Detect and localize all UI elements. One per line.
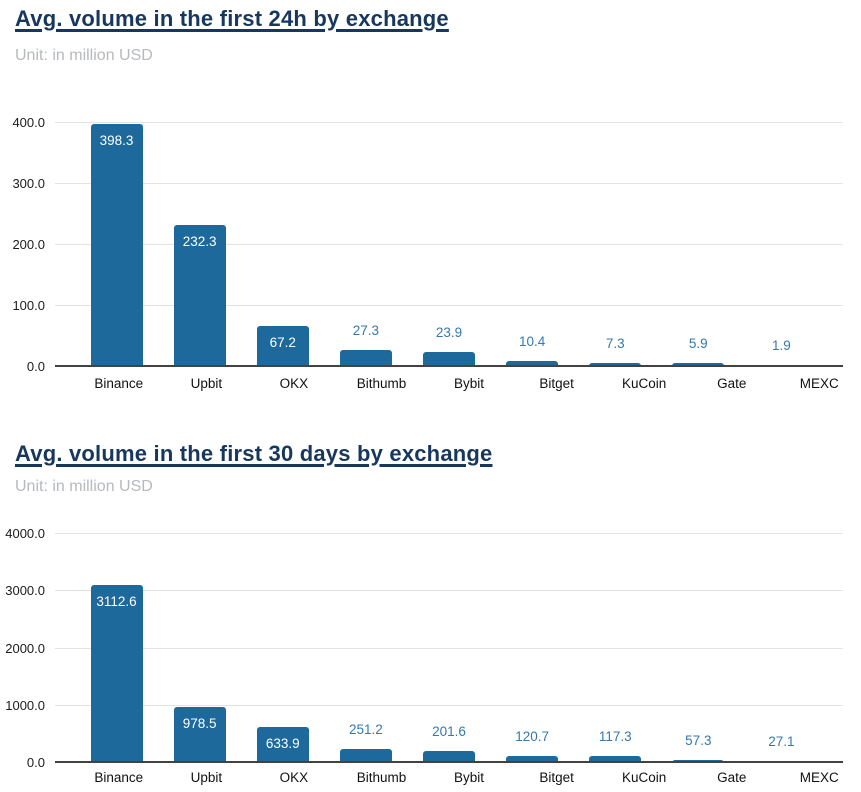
bars-row: 398.3 232.3 67.2 27.3 23.9 10.4 7.3 5.9 1.9	[55, 123, 843, 367]
y-axis-tick-label: 100.0	[12, 298, 45, 313]
bar-slot-binance: 3112.6	[75, 534, 158, 763]
bar-slot-mexc: 1.9	[740, 123, 823, 367]
bar-value-label-upbit: 978.5	[182, 715, 217, 731]
bar-value-label-binance: 3112.6	[96, 593, 137, 609]
x-axis-label-mexc: MEXC	[799, 770, 839, 785]
bar-slot-okx: 67.2	[241, 123, 324, 367]
x-axis-label-bybit: Bybit	[454, 376, 485, 391]
bar-chart-30d: 0.0 1000.0 2000.0 3000.0 4000.0 3112.6 978.5 63…	[5, 526, 843, 770]
bars-row: 3112.6 978.5 633.9 251.2 201.6 120.7 117.3 57.3…	[55, 534, 843, 763]
bar-bithumb	[339, 350, 392, 367]
bar-value-label-bitget: 10.4	[518, 333, 546, 349]
y-gridline	[55, 122, 843, 123]
bar-bitget	[506, 756, 559, 763]
x-axis-label-bitget: Bitget	[539, 770, 574, 785]
bar-slot-kucoin: 117.3	[574, 534, 657, 763]
bar-value-label-bithumb: 251.2	[348, 721, 383, 737]
y-gridline	[55, 183, 843, 184]
bar-slot-bybit: 23.9	[407, 123, 490, 367]
bar-value-label-mexc: 27.1	[768, 734, 795, 749]
bar-value-label-binance: 398.3	[99, 133, 134, 149]
chart-subtitle-24h: Unit: in million USD	[15, 47, 153, 64]
bar-bybit	[422, 352, 475, 367]
bar-upbit	[173, 225, 226, 367]
bar-bybit	[422, 751, 475, 763]
bar-slot-upbit: 232.3	[158, 123, 241, 367]
bar-value-label-mexc: 1.9	[772, 338, 791, 353]
bar-okx	[256, 726, 309, 763]
y-axis-tick-label: 0.0	[26, 755, 45, 770]
y-axis-tick-label: 200.0	[12, 237, 45, 252]
bar-slot-mexc: 27.1	[740, 534, 823, 763]
y-axis-tick-label: 300.0	[12, 176, 45, 191]
x-axis-baseline	[55, 365, 843, 367]
bar-upbit	[173, 706, 226, 763]
x-axis-label-bithumb: Bithumb	[356, 770, 407, 785]
bar-binance	[90, 124, 143, 367]
x-axis-baseline	[55, 761, 843, 763]
y-axis-tick-label: 2000.0	[5, 640, 45, 656]
y-gridline	[55, 590, 843, 592]
bar-slot-upbit: 978.5	[158, 534, 241, 763]
y-gridline	[55, 244, 843, 245]
x-axis-label-gate: Gate	[717, 376, 747, 391]
bar-slot-okx: 633.9	[241, 534, 324, 763]
x-axis-label-okx: OKX	[279, 376, 309, 391]
y-axis-tick-label: 3000.0	[5, 583, 45, 599]
y-gridline	[55, 533, 843, 534]
bar-slot-bithumb: 251.2	[324, 534, 407, 763]
bar-slot-gate: 57.3	[657, 534, 740, 763]
bar-slot-kucoin: 7.3	[574, 123, 657, 367]
y-gridline	[55, 647, 843, 649]
bar-kucoin	[589, 756, 642, 763]
bar-value-label-kucoin: 117.3	[598, 729, 632, 745]
bar-value-label-kucoin: 7.3	[605, 335, 625, 351]
bar-slot-bitget: 10.4	[491, 123, 574, 367]
bar-slot-bybit: 201.6	[407, 534, 490, 763]
chart-title-24h[interactable]: Avg. volume in the first 24h by exchange	[15, 6, 449, 31]
bar-bitget	[506, 360, 559, 367]
bar-kucoin	[589, 362, 642, 367]
bar-slot-bithumb: 27.3	[324, 123, 407, 367]
x-axis-label-upbit: Upbit	[190, 770, 223, 785]
bar-binance	[90, 584, 143, 763]
x-axis-label-bybit: Bybit	[454, 770, 485, 785]
bar-value-label-bybit: 23.9	[435, 325, 463, 341]
y-axis-tick-label: 1000.0	[5, 697, 45, 713]
y-axis-tick-label: 0.0	[26, 359, 45, 374]
bar-value-label-bitget: 120.7	[515, 729, 549, 745]
y-axis-tick-label: 400.0	[12, 115, 45, 130]
bar-value-label-bybit: 201.6	[432, 724, 466, 740]
x-axis-label-mexc: MEXC	[799, 376, 839, 391]
chart-subtitle-30d: Unit: in million USD	[15, 478, 153, 495]
x-axis-labels-24h: Binance Upbit OKX Bithumb Bybit Bitget KuCoin G…	[55, 376, 861, 392]
bar-slot-bitget: 120.7	[491, 534, 574, 763]
x-axis-label-upbit: Upbit	[190, 376, 223, 391]
bar-okx	[256, 326, 309, 367]
y-gridline	[55, 305, 843, 306]
bar-value-label-bithumb: 27.3	[352, 323, 380, 339]
x-axis-label-bithumb: Bithumb	[356, 376, 407, 391]
bar-bithumb	[339, 748, 392, 763]
x-axis-label-binance: Binance	[94, 376, 144, 391]
bar-chart-24h: 0.0 100.0 200.0 300.0 400.0 398.3 232.3 67.2 27.…	[12, 115, 843, 374]
bar-value-label-gate: 5.9	[688, 336, 708, 352]
x-axis-labels-30d: Binance Upbit OKX Bithumb Bybit Bitget KuCoin G…	[55, 770, 861, 786]
bar-value-label-gate: 57.3	[685, 732, 712, 748]
bar-value-label-okx: 67.2	[269, 335, 296, 351]
y-axis-tick-label: 4000.0	[5, 526, 45, 541]
chart-title-30d[interactable]: Avg. volume in the first 30 days by exch…	[15, 441, 493, 466]
x-axis-label-binance: Binance	[94, 770, 144, 785]
bar-value-label-upbit: 232.3	[182, 234, 217, 250]
x-axis-label-kucoin: KuCoin	[622, 770, 667, 785]
y-gridline	[55, 704, 843, 706]
x-axis-label-kucoin: KuCoin	[622, 376, 667, 391]
x-axis-label-okx: OKX	[279, 770, 309, 785]
bar-value-label-okx: 633.9	[265, 735, 300, 751]
x-axis-label-gate: Gate	[717, 770, 747, 785]
bar-slot-gate: 5.9	[657, 123, 740, 367]
bar-slot-binance: 398.3	[75, 123, 158, 367]
x-axis-label-bitget: Bitget	[539, 376, 574, 391]
